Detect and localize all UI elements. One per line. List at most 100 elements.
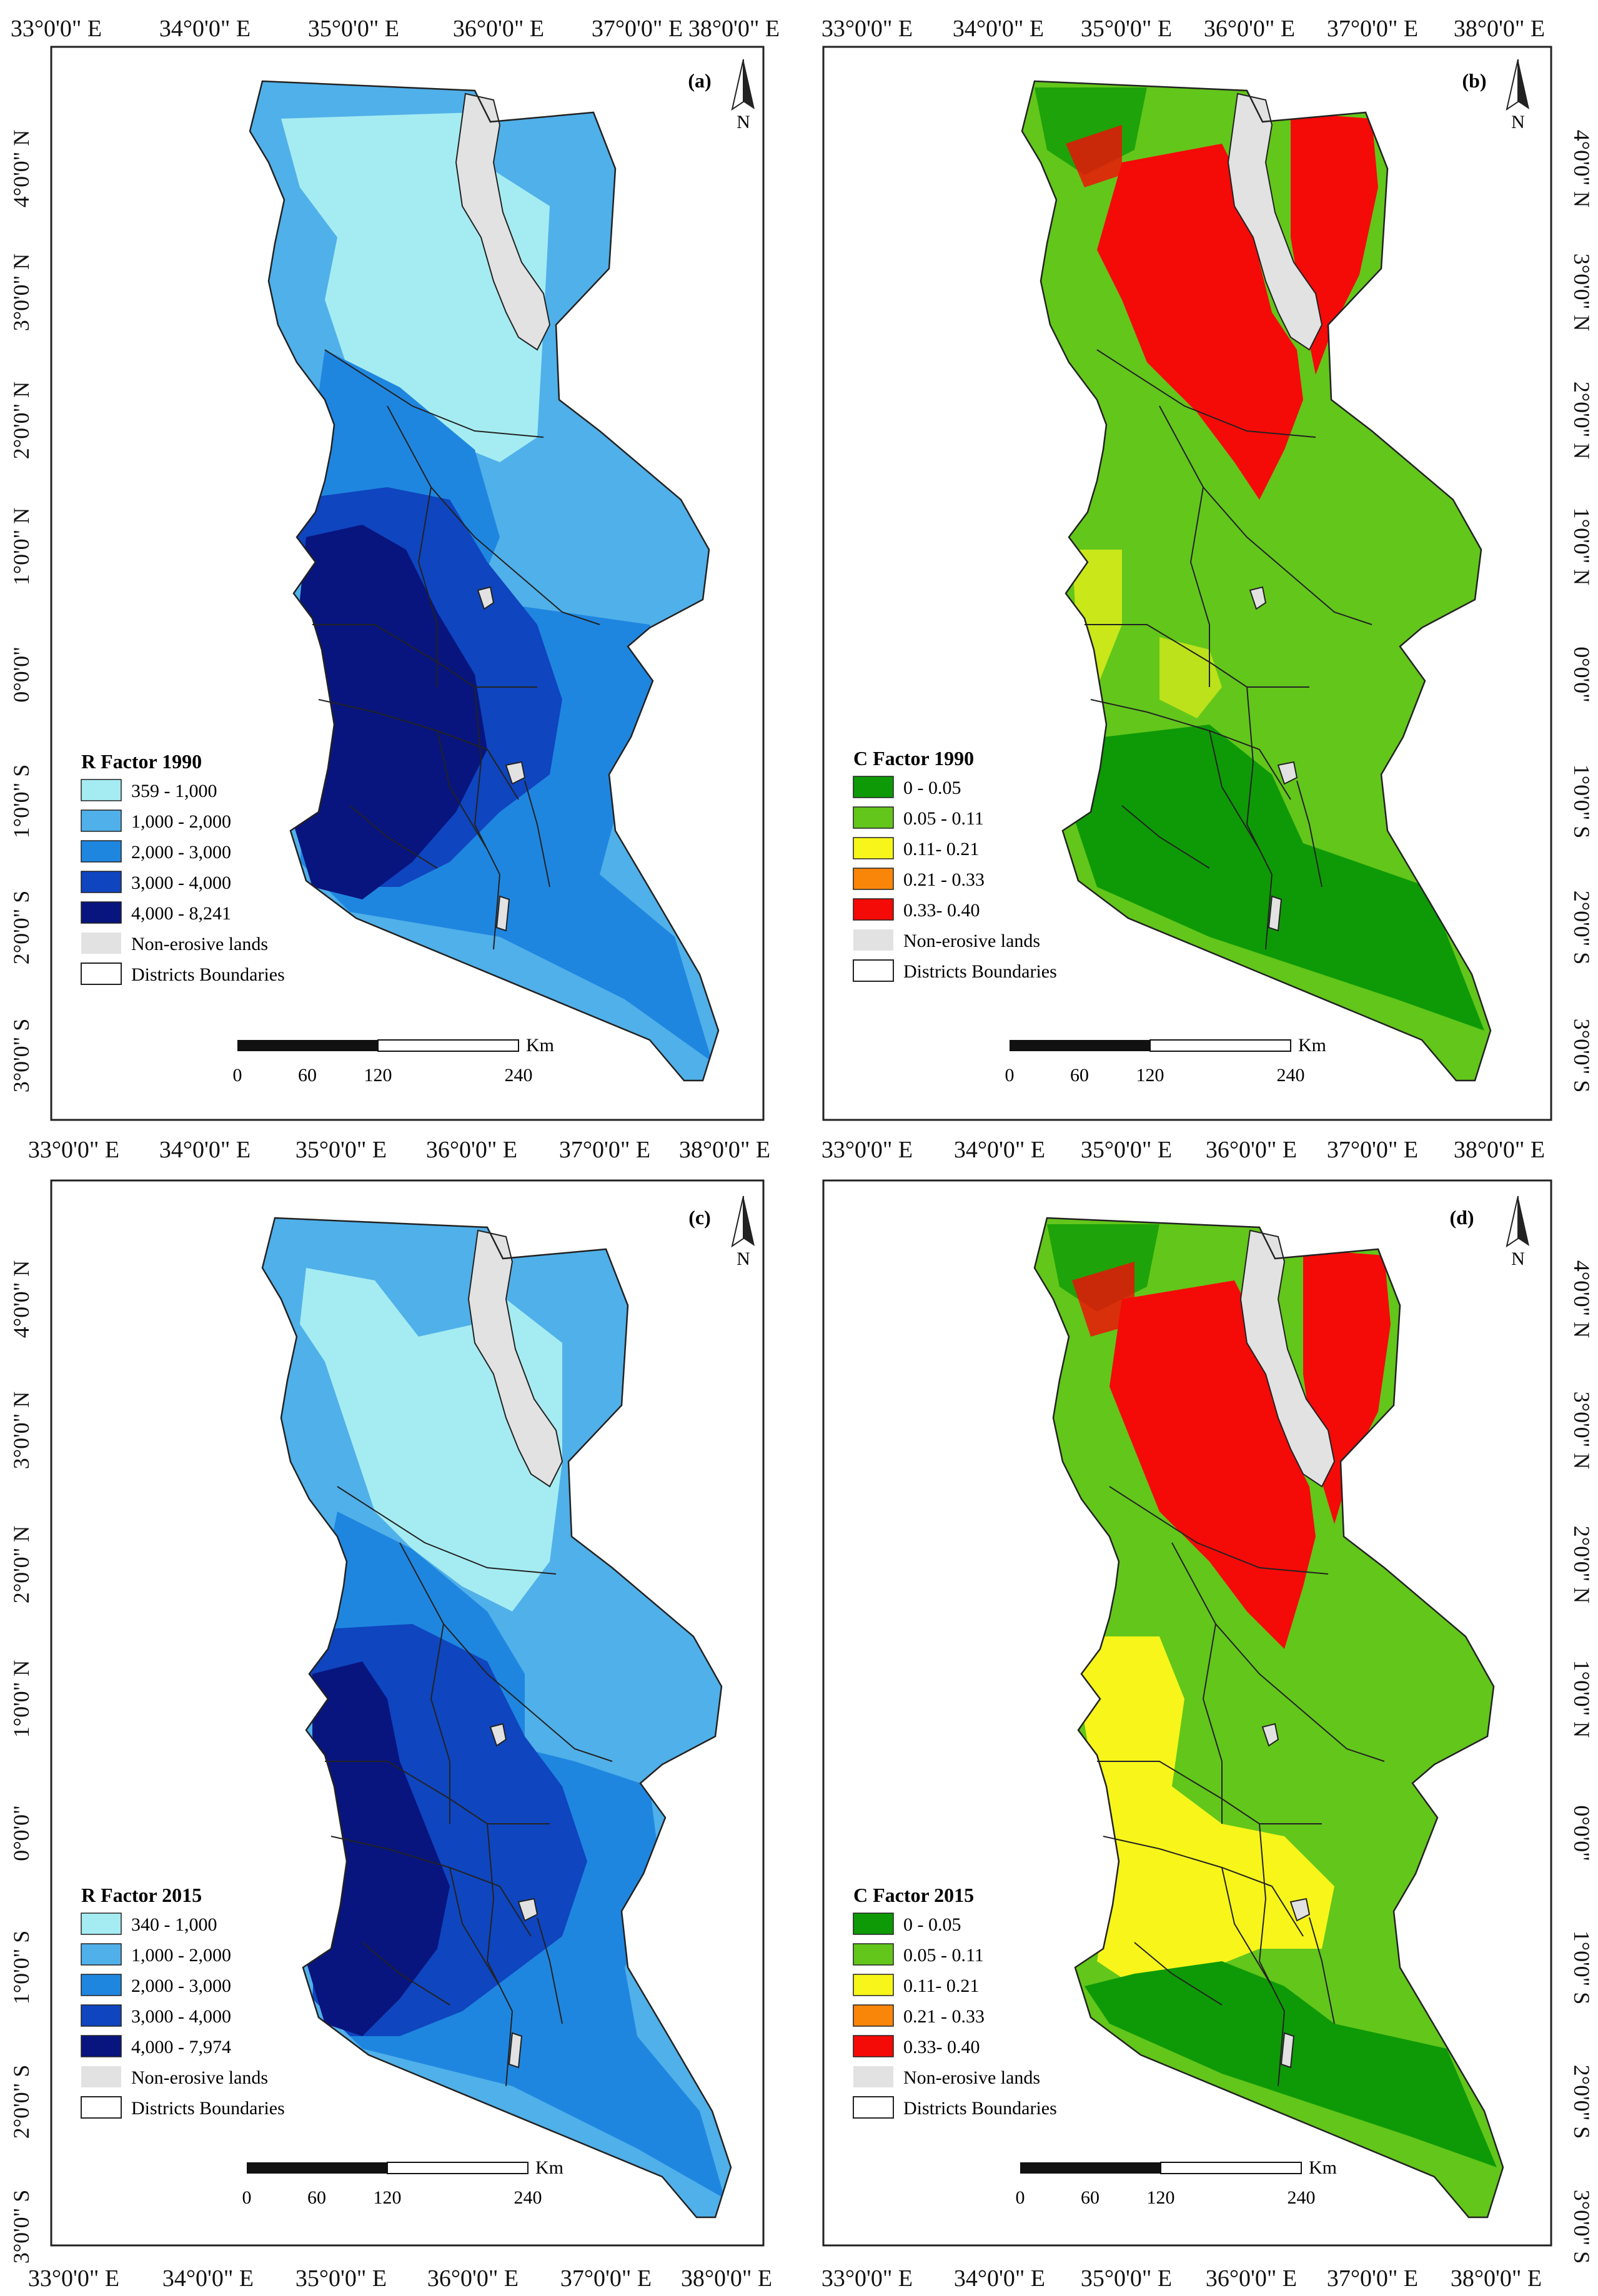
lat-labels-right-bottom: 4°0'0" N 3°0'0" N 2°0'0" N 1°0'0" N 0°0'…	[1569, 1260, 1594, 2264]
map-r-1990	[249, 80, 720, 1082]
north-arrow: N	[731, 1195, 755, 1269]
legend-swatch	[81, 871, 122, 893]
lat-label: 1°0'0" N	[1569, 508, 1594, 586]
legend-entry: Non-erosive lands	[853, 2066, 1040, 2088]
scale-bar: Km 0 60 120 240	[1005, 1035, 1327, 1086]
lon-label: 38°0'0" E	[1451, 2265, 1542, 2292]
lon-label: 33°0'0" E	[821, 2265, 913, 2292]
legend-entry-label: Non-erosive lands	[131, 934, 268, 954]
north-arrow-icon	[1506, 59, 1519, 111]
lat-label: 1°0'0" N	[1569, 1660, 1594, 1738]
lon-label: 36°0'0" E	[453, 16, 544, 42]
lon-label: 37°0'0" E	[1327, 2265, 1418, 2292]
panel-b: (b) N C Factor 1990 0 - 0.05 0.05 - 0.11…	[853, 59, 1529, 1086]
north-arrow: N	[731, 59, 755, 132]
scale-bar: Km 0 60 120 240	[242, 2157, 564, 2208]
legend-entry: Non-erosive lands	[81, 933, 268, 954]
legend-swatch	[81, 809, 122, 832]
lat-label: 3°0'0" N	[9, 254, 34, 332]
legend-swatch	[853, 2096, 894, 2119]
lat-label: 3°0'0" N	[1569, 254, 1594, 332]
legend-title: C Factor 2015	[853, 1884, 974, 1906]
lon-label: 36°0'0" E	[427, 2265, 519, 2292]
lon-label: 36°0'0" E	[426, 1137, 517, 1163]
lat-label: 3°0'0" S	[9, 1019, 34, 1093]
legend-entry: Districts Boundaries	[81, 962, 285, 985]
lake-nakuru	[517, 1898, 538, 1922]
legend-swatch	[853, 837, 894, 859]
panel-c: (c) N R Factor 2015 340 - 1,000 1,000 - …	[81, 1195, 755, 2219]
legend-entry: 1,000 - 2,000	[81, 809, 231, 832]
north-arrow-icon	[731, 59, 744, 111]
map-c-2015	[1033, 1217, 1504, 2219]
lat-label: 2°0'0" S	[9, 2065, 34, 2139]
scale-tick: 120	[1147, 2187, 1175, 2208]
legend-swatch	[853, 1943, 894, 1966]
lat-label: 3°0'0" S	[1569, 2190, 1594, 2264]
north-label: N	[1511, 112, 1525, 132]
panel-frame-b	[822, 46, 1552, 1121]
legend-entry-label: 3,000 - 4,000	[131, 2006, 231, 2027]
scale-tick: 120	[1136, 1065, 1164, 1086]
lon-label: 33°0'0" E	[821, 16, 913, 42]
lon-label: 34°0'0" E	[162, 2265, 254, 2292]
legend-entry-label: 1,000 - 2,000	[131, 1945, 231, 1966]
legend-swatch	[81, 2066, 121, 2087]
zone-mid-veg	[1184, 1686, 1297, 1824]
panel-label: (b)	[1462, 69, 1486, 92]
legend-entry: Districts Boundaries	[853, 959, 1057, 982]
legend-swatch	[81, 901, 122, 924]
lat-label: 4°0'0" N	[9, 130, 34, 208]
legend-entry: 0.33- 0.40	[853, 898, 980, 921]
legend-entry-label: Non-erosive lands	[903, 931, 1040, 951]
lake-baringo	[489, 1723, 507, 1747]
scale-bar: Km 0 60 120 240	[233, 1035, 555, 1086]
lon-label: 37°0'0" E	[1327, 1137, 1418, 1163]
lon-label: 38°0'0" E	[1454, 16, 1545, 42]
lon-label: 33°0'0" E	[11, 16, 102, 42]
legend-swatch	[853, 776, 894, 798]
scale-tick: 60	[1081, 2187, 1099, 2208]
legend-swatch	[81, 2035, 122, 2057]
legend-swatch	[853, 806, 894, 829]
panel-d: (d) N C Factor 2015 0 - 0.05 0.05 - 0.11…	[853, 1195, 1529, 2219]
lake-turkana	[1239, 1229, 1336, 1488]
lat-label: 1°0'0" N	[9, 1660, 34, 1738]
lat-label: 2°0'0" S	[9, 891, 34, 965]
north-arrow: N	[1506, 59, 1529, 132]
lat-label: 4°0'0" N	[9, 1260, 34, 1339]
lake-baringo	[477, 586, 495, 610]
legend-swatch	[853, 929, 893, 951]
district-boundaries	[1097, 1486, 1385, 2087]
lon-label: 37°0'0" E	[559, 1137, 650, 1163]
legend-entry: 3,000 - 4,000	[81, 871, 231, 893]
scale-tick: 240	[1288, 2187, 1316, 2208]
scale-tick: 240	[1277, 1065, 1305, 1086]
lon-label: 35°0'0" E	[1081, 16, 1172, 42]
lat-label: 4°0'0" N	[1569, 1260, 1594, 1339]
scale-unit: Km	[526, 1035, 554, 1056]
lon-labels-top-right: 33°0'0" E 34°0'0" E 35°0'0" E 36°0'0" E …	[821, 16, 1545, 42]
legend-entry-label: 0.05 - 0.11	[903, 808, 984, 829]
lat-label: 1°0'0" S	[9, 1931, 34, 2005]
scale-tick: 240	[514, 2187, 542, 2208]
legend-entry: 0.05 - 0.11	[853, 1943, 984, 1966]
lat-labels: 4°0'0" N 3°0'0" N 2°0'0" N 1°0'0" N 0°0'…	[9, 130, 1594, 2264]
lon-label: 37°0'0" E	[560, 2265, 652, 2292]
legend-entry-label: Districts Boundaries	[903, 2098, 1057, 2119]
scale-bar: Km 0 60 120 240	[1016, 2157, 1337, 2208]
legend-entry-label: 0.11- 0.21	[903, 839, 979, 859]
legend-entry: 0.05 - 0.11	[853, 806, 984, 829]
panel-label: (d)	[1449, 1206, 1474, 1229]
scale-tick: 0	[1005, 1065, 1015, 1086]
scale-tick: 60	[307, 2187, 326, 2208]
legend-title: R Factor 2015	[81, 1884, 202, 1906]
legend-entry: 4,000 - 8,241	[81, 901, 231, 924]
legend-entry-label: 0.11- 0.21	[903, 1976, 979, 1996]
lat-label: 2°0'0" N	[1569, 382, 1594, 460]
legend-swatch	[81, 1913, 122, 1935]
lon-label: 33°0'0" E	[28, 1137, 119, 1163]
legend-swatch	[853, 898, 894, 921]
lake-baringo	[1249, 586, 1267, 610]
